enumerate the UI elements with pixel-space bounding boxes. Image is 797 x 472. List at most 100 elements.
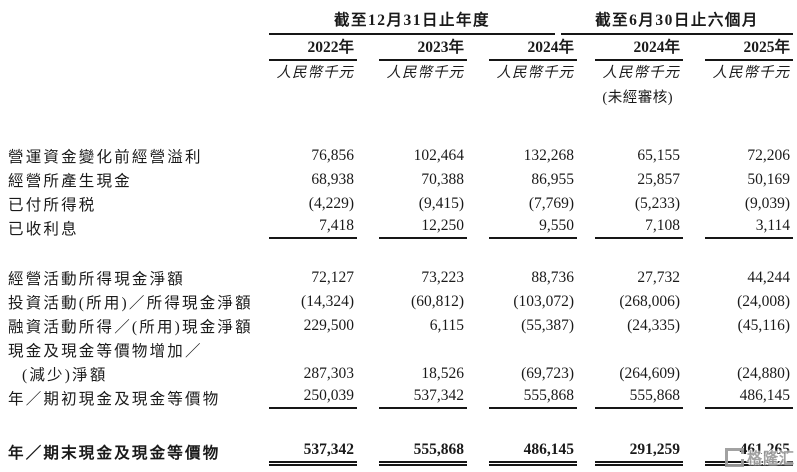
cell-value: 3,114 <box>683 215 794 239</box>
table-row: (減少)淨額 287,303 18,526 (69,723) (264,609) (24,… <box>8 361 793 385</box>
cell-value: 6,115 <box>429 317 464 334</box>
cell-value <box>257 337 357 361</box>
table-row: 年／期初現金及現金等價物 250,039 537,342 555,868 555,868… <box>8 385 794 409</box>
col-unit-label: 人民幣千元 <box>386 65 464 81</box>
row-label: 現金及現金等價物增加／ <box>8 343 203 360</box>
table-row: 現金及現金等價物增加／ <box>8 337 793 361</box>
watermark-text: 格隆汇 <box>746 450 795 467</box>
cell-value: 65,155 <box>637 147 681 164</box>
cell-value: 27,732 <box>637 269 681 286</box>
cell-value: (5,233) <box>634 195 681 212</box>
col-year-header: 2023年 <box>379 35 467 61</box>
cell-value: 537,342 <box>257 435 357 466</box>
col-group-annual-cell: 截至12月31日止年度 <box>257 0 577 35</box>
table-body: 營運資金變化前經營溢利 76,856 102,464 132,268 65,155 72,… <box>8 143 794 466</box>
cell-value: 250,039 <box>257 385 357 409</box>
cell-value: (4,229) <box>308 195 354 212</box>
cell-value: (60,812) <box>411 293 464 310</box>
watermark-bracket-icon <box>724 448 744 467</box>
cell-value: 486,145 <box>467 435 578 466</box>
row-label: 營運資金變化前經營溢利 <box>8 149 203 166</box>
cell-value: 72,206 <box>747 147 791 164</box>
row-label: 年／期初現金及現金等價物 <box>8 391 221 408</box>
table-row: 融資活動所得／(所用)現金淨額 229,500 6,115 (55,387) (24,3… <box>8 313 793 337</box>
row-label: 投資活動(所用)／所得現金淨額 <box>8 295 253 312</box>
col-unit-label: 人民幣千元 <box>276 65 354 81</box>
cell-value: (14,324) <box>301 293 354 310</box>
table-row: 已收利息 7,418 12,250 9,550 7,108 3,114 <box>8 215 794 239</box>
cell-value: (103,072) <box>513 293 575 310</box>
cell-value: (9,415) <box>418 195 464 212</box>
cell-value: (55,387) <box>521 317 575 334</box>
table-row: 經營所產生現金 68,938 70,388 86,955 25,857 50,169 <box>8 167 793 191</box>
cell-value: 72,127 <box>311 269 354 286</box>
header-group-row: 截至12月31日止年度 截至6月30日止六個月 <box>8 0 794 35</box>
col-unit-label: 人民幣千元 <box>496 65 575 81</box>
cell-value: 229,500 <box>303 317 354 334</box>
cell-value: 86,955 <box>531 171 575 188</box>
table-row: 營運資金變化前經營溢利 76,856 102,464 132,268 65,155 72,… <box>8 143 793 167</box>
cell-value <box>357 337 467 361</box>
cell-value: 25,857 <box>637 171 681 188</box>
spacer-row <box>8 409 793 435</box>
col-group-interim-label: 截至6月30日止六個月 <box>561 8 794 35</box>
col-year-header: 2025年 <box>705 35 794 61</box>
row-label: 已付所得税 <box>8 197 97 214</box>
cell-value: 7,418 <box>257 215 357 239</box>
cell-value <box>467 337 577 361</box>
cell-value: 7,108 <box>577 215 684 239</box>
cell-value: 102,464 <box>413 147 464 164</box>
cell-value: (69,723) <box>521 365 575 382</box>
cell-value: 73,223 <box>421 269 464 286</box>
spacer-row <box>8 239 793 265</box>
cell-value: 18,526 <box>421 365 464 382</box>
cell-value: 461,265 <box>683 435 794 466</box>
col-unit-label: 人民幣千元 <box>712 65 791 81</box>
table-row: 年／期末現金及現金等價物 537,342 555,868 486,145 291,259… <box>8 435 794 466</box>
header-unaudited-row: (未經審核) <box>8 84 793 107</box>
cell-value: (268,006) <box>619 293 681 310</box>
cell-value: 132,268 <box>523 147 575 164</box>
cell-value: 12,250 <box>357 215 467 239</box>
row-label: 融資活動所得／(所用)現金淨額 <box>8 319 253 336</box>
cell-value: 76,856 <box>311 147 354 164</box>
cell-value <box>577 337 683 361</box>
cell-value: (9,039) <box>744 195 791 212</box>
cash-flow-table: 截至12月31日止年度 截至6月30日止六個月 2022年 2023年 2024年 2… <box>8 0 794 466</box>
cell-value: 555,868 <box>467 385 578 409</box>
row-label: 已收利息 <box>8 221 79 238</box>
header-units-row: 人民幣千元 人民幣千元 人民幣千元 人民幣千元 人民幣千元 <box>8 61 793 84</box>
row-label: (減少)淨額 <box>22 367 108 384</box>
row-label: 年／期末現金及現金等價物 <box>8 445 221 462</box>
cell-value: 9,550 <box>467 215 578 239</box>
cell-value <box>683 337 793 361</box>
col-year-header: 2022年 <box>269 35 357 61</box>
cell-value: (24,335) <box>627 317 681 334</box>
cell-value: 555,868 <box>357 435 467 466</box>
row-label: 經營活動所得現金淨額 <box>8 271 186 288</box>
cell-value: 68,938 <box>311 171 354 188</box>
cell-value: 537,342 <box>357 385 467 409</box>
cell-value: 70,388 <box>421 171 464 188</box>
table-row: 已付所得税 (4,229) (9,415) (7,769) (5,233) (9,039) <box>8 191 793 215</box>
cell-value: (264,609) <box>619 365 681 382</box>
cell-value: 88,736 <box>531 269 575 286</box>
col-group-annual-label: 截至12月31日止年度 <box>269 8 556 35</box>
row-label: 經營所產生現金 <box>8 173 132 190</box>
table-row: 投資活動(所用)／所得現金淨額 (14,324) (60,812) (103,072)… <box>8 289 793 313</box>
col-unit-label: 人民幣千元 <box>602 65 681 81</box>
cell-value: 555,868 <box>577 385 684 409</box>
table-row: 經營活動所得現金淨額 72,127 73,223 88,736 27,732 44,244 <box>8 265 793 289</box>
cell-value: 287,303 <box>303 365 354 382</box>
unaudited-note: (未經審核) <box>602 90 674 106</box>
cell-value: (24,880) <box>737 365 791 382</box>
cell-value: 291,259 <box>577 435 684 466</box>
cell-value: (7,769) <box>528 195 575 212</box>
header-years-row: 2022年 2023年 2024年 2024年 2025年 <box>8 35 794 61</box>
col-group-interim-cell: 截至6月30日止六個月 <box>561 0 794 35</box>
cell-value: 486,145 <box>683 385 794 409</box>
cell-value: 44,244 <box>747 269 791 286</box>
col-year-header: 2024年 <box>489 35 578 61</box>
cell-value: 50,169 <box>747 171 791 188</box>
